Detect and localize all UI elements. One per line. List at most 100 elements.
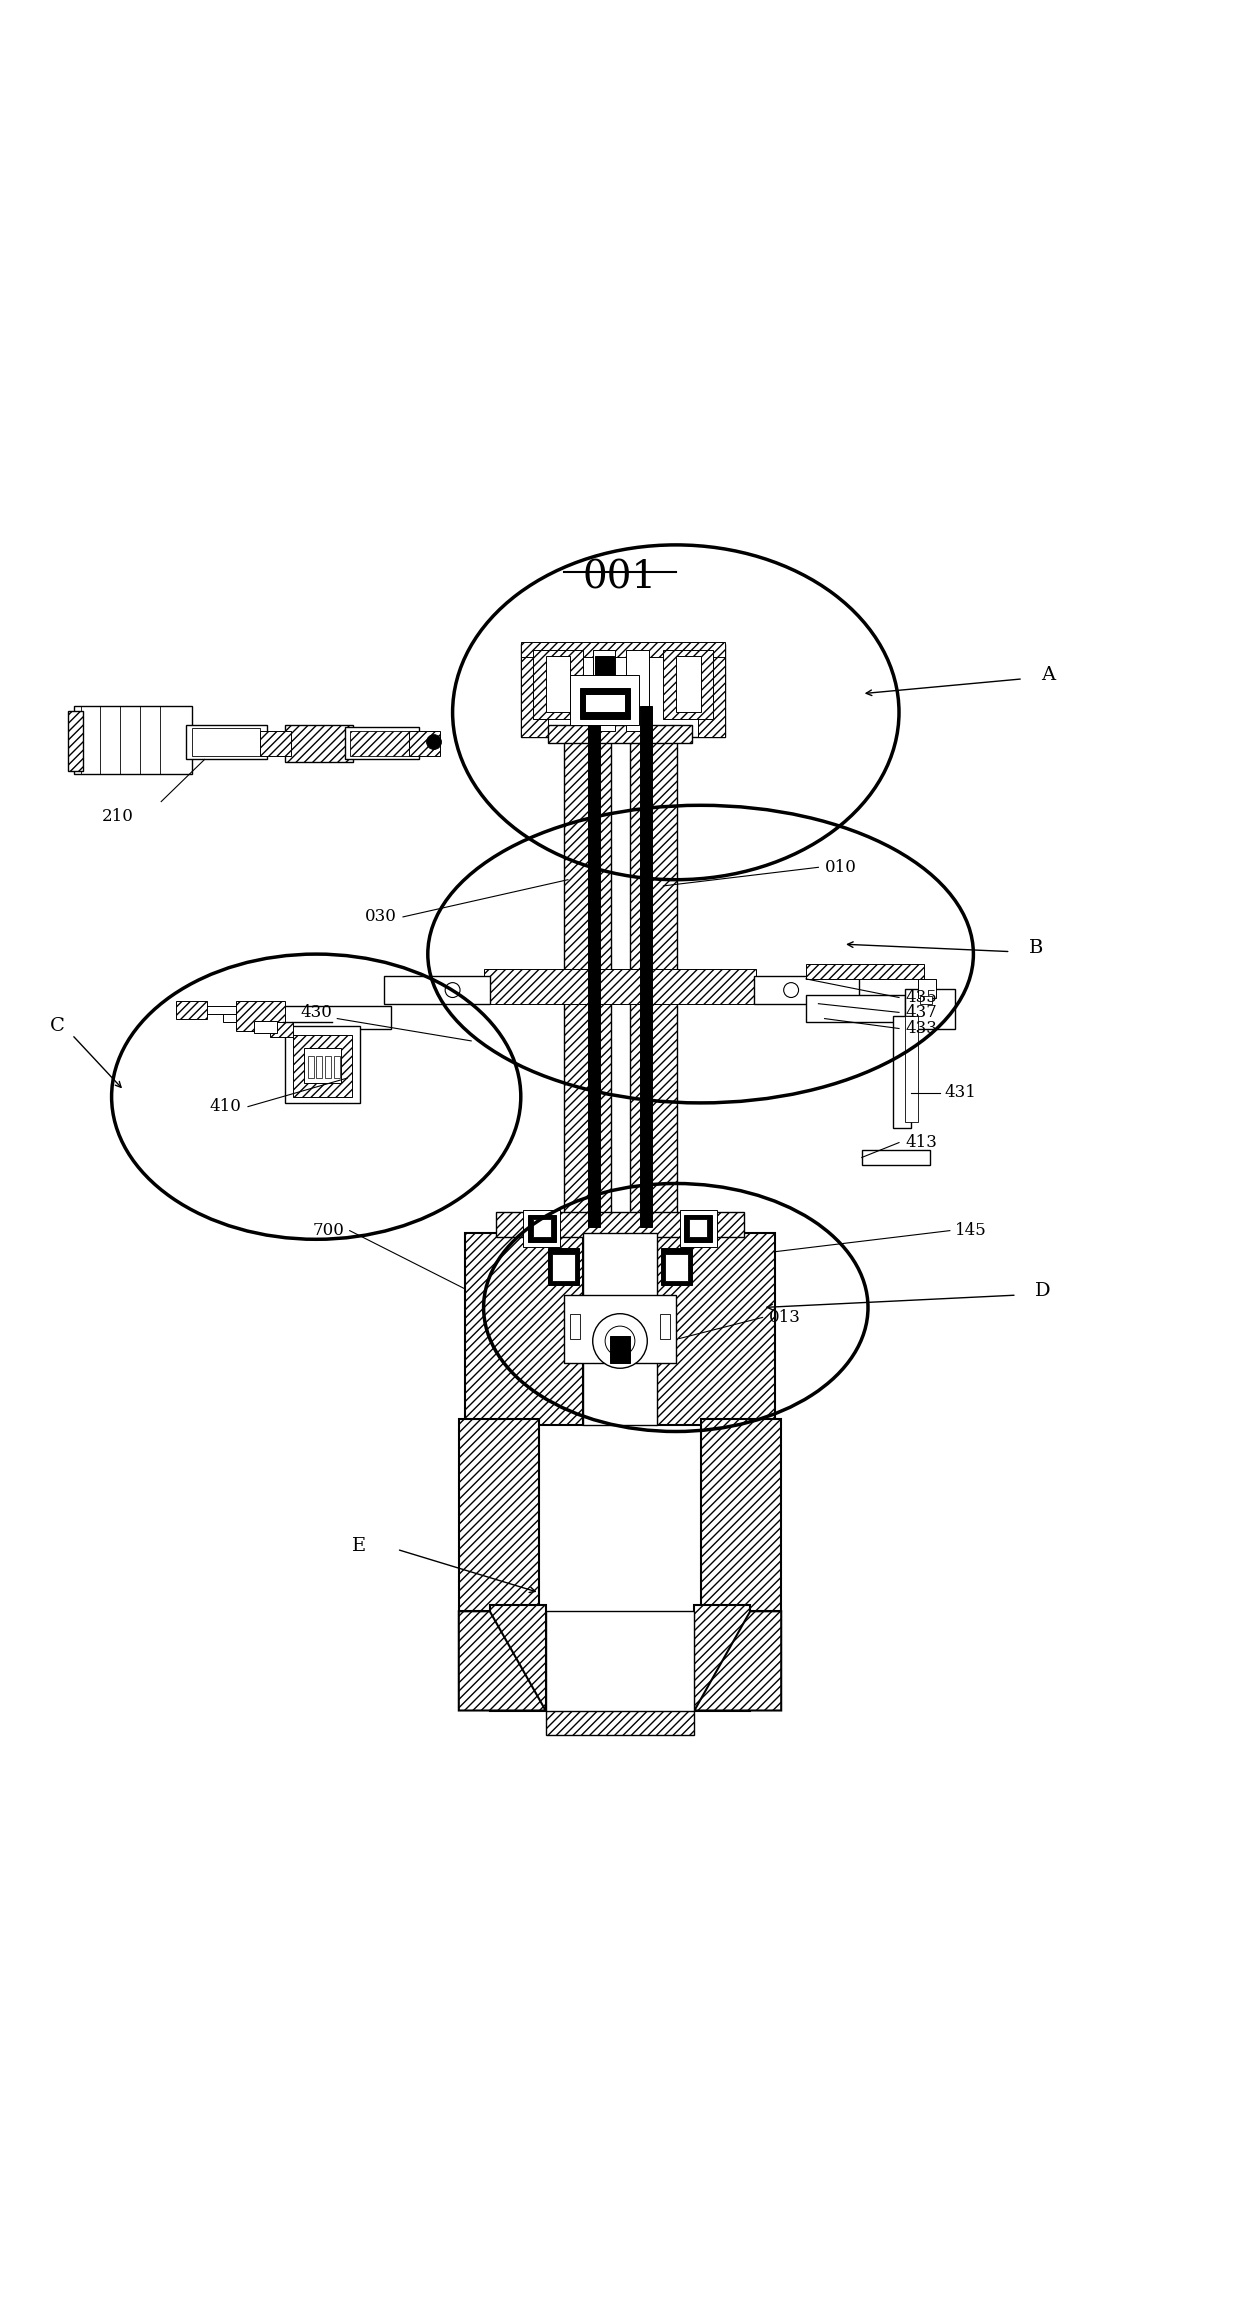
Text: 010: 010 [825, 860, 857, 876]
Bar [521, 643, 548, 738]
Bar [657, 1233, 775, 1424]
Bar [918, 980, 936, 998]
Bar [186, 724, 267, 758]
Bar [285, 1026, 360, 1102]
Bar [74, 705, 192, 774]
Circle shape [427, 735, 441, 749]
Bar [345, 726, 419, 758]
Bar [806, 963, 924, 980]
Bar [484, 968, 756, 1003]
Polygon shape [459, 1611, 546, 1710]
Text: 145: 145 [955, 1222, 987, 1240]
Bar [585, 694, 625, 712]
Bar [308, 1056, 314, 1079]
Bar [546, 657, 570, 712]
Bar [754, 977, 859, 1003]
Text: 413: 413 [905, 1134, 937, 1150]
Bar [593, 650, 615, 731]
Text: 410: 410 [210, 1097, 242, 1116]
Text: 435: 435 [905, 989, 937, 1005]
Text: B: B [1029, 938, 1044, 957]
Bar [236, 1000, 285, 1030]
Bar [192, 1007, 267, 1014]
Bar [521, 641, 725, 657]
Bar [640, 705, 652, 1226]
Bar [546, 1611, 694, 1710]
Bar [630, 738, 677, 1226]
Text: C: C [50, 1017, 64, 1035]
Circle shape [605, 1325, 635, 1355]
Bar [689, 1219, 707, 1238]
Bar [316, 1056, 322, 1079]
Bar [676, 657, 701, 712]
Bar [334, 1056, 340, 1079]
Bar [660, 1314, 670, 1339]
Bar [583, 1233, 657, 1424]
Bar [304, 1049, 341, 1083]
Text: A: A [1042, 666, 1055, 685]
Circle shape [593, 1314, 647, 1369]
Bar [285, 724, 353, 763]
Bar [325, 1056, 331, 1079]
Text: 013: 013 [769, 1309, 801, 1325]
Bar [176, 1000, 207, 1019]
Bar [546, 1706, 694, 1736]
Bar [533, 1219, 551, 1238]
Bar [465, 1233, 583, 1424]
Bar [496, 1212, 744, 1238]
Polygon shape [694, 1611, 781, 1710]
Text: D: D [1035, 1282, 1052, 1300]
Bar [698, 643, 725, 738]
Bar [663, 650, 713, 719]
Bar [564, 738, 611, 1226]
Bar [223, 1010, 254, 1023]
Text: 700: 700 [312, 1222, 345, 1240]
Text: 431: 431 [945, 1083, 977, 1102]
Bar [409, 731, 440, 756]
Bar [459, 1420, 539, 1611]
Circle shape [784, 982, 799, 998]
Bar [384, 977, 490, 1003]
Bar [694, 1604, 750, 1710]
Bar [920, 996, 932, 1003]
Bar [548, 1247, 579, 1286]
Bar [192, 728, 260, 756]
Bar [580, 687, 630, 719]
Bar [523, 1210, 560, 1247]
Bar [684, 1215, 712, 1242]
Bar [350, 731, 414, 756]
Bar [806, 996, 905, 1023]
Text: 437: 437 [905, 1005, 937, 1021]
Bar [490, 1604, 546, 1710]
Text: 430: 430 [300, 1005, 332, 1021]
Bar [862, 1150, 930, 1164]
Bar [905, 1017, 918, 1123]
Text: E: E [352, 1537, 366, 1554]
Text: 433: 433 [905, 1021, 937, 1037]
Bar [260, 731, 291, 756]
Bar [661, 1247, 692, 1286]
Bar [270, 1023, 293, 1037]
Bar [680, 1210, 717, 1247]
Bar [521, 643, 725, 738]
Bar [528, 1215, 556, 1242]
Bar [570, 1314, 580, 1339]
Bar [564, 1295, 676, 1362]
Bar [665, 1254, 688, 1282]
Bar [570, 675, 639, 724]
Bar [254, 1021, 277, 1033]
Bar [626, 650, 649, 731]
Bar [552, 1254, 575, 1282]
Text: 001: 001 [583, 560, 657, 597]
Bar [293, 1035, 352, 1097]
Text: 030: 030 [365, 908, 397, 924]
Bar [893, 1017, 911, 1127]
Text: 210: 210 [102, 807, 134, 825]
Bar [610, 1337, 630, 1362]
Bar [548, 724, 692, 742]
Bar [588, 705, 600, 1226]
Bar [595, 657, 614, 712]
Bar [248, 1007, 391, 1028]
Bar [905, 989, 955, 1028]
Bar [533, 650, 583, 719]
